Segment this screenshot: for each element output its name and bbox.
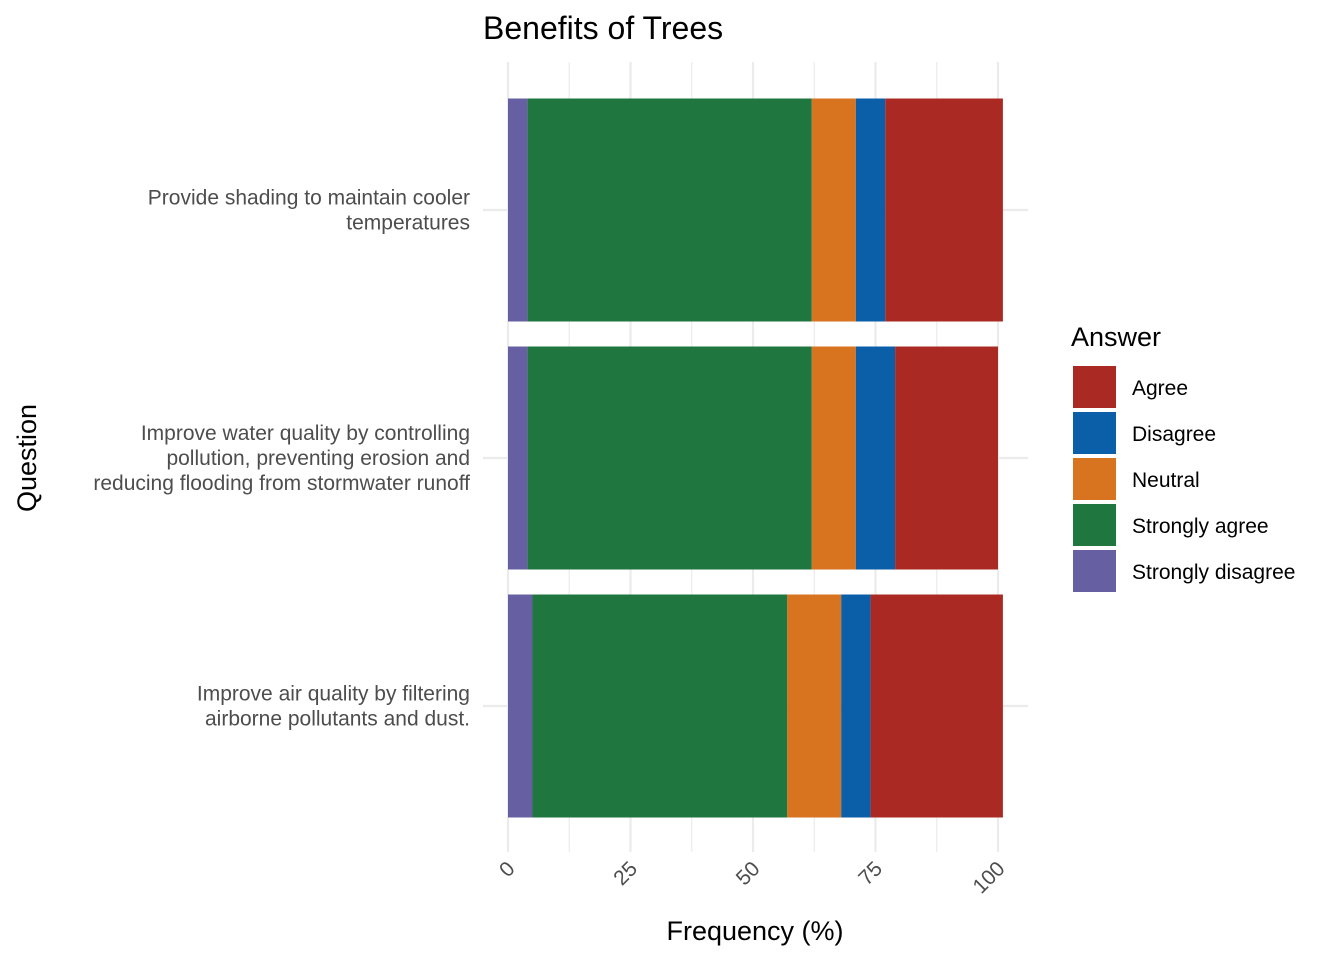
legend-label-agree: Agree [1132,377,1188,400]
x-tick-label: 100 [968,857,1009,898]
legend: Answer Agree Disagree Neutral Strongly agre… [1071,322,1295,592]
y-tick-label: Improve water quality by controlling poll… [93,422,470,495]
bar-disagree [855,346,896,570]
bar-agree [895,346,998,570]
legend-title: Answer [1071,322,1161,352]
bar-strongly-agree [532,594,788,818]
y-tick-label: Provide shading to maintain cooler temper… [148,187,470,235]
legend-label-strongly-disagree: Strongly disagree [1132,561,1295,584]
bar-neutral [811,346,856,570]
x-tick-label: 50 [732,857,765,890]
legend-label-strongly-agree: Strongly agree [1132,515,1269,538]
legend-key-neutral [1073,458,1116,500]
y-tick-labels: Provide shading to maintain cooler temper… [93,187,470,731]
bar-strongly-agree [527,346,812,570]
legend-key-strongly-disagree [1073,550,1116,592]
bar-disagree [855,98,886,322]
legend-key-disagree [1073,412,1116,454]
legend-key-agree [1073,366,1116,408]
x-tick-labels: 0 25 50 75 100 [495,857,1010,898]
x-tick-label: 75 [854,857,887,890]
bar-strongly-disagree [508,98,528,322]
x-tick-label: 0 [495,857,520,882]
bars [508,98,1003,818]
bar-strongly-disagree [508,346,528,570]
bar-agree [870,594,1003,818]
bar-disagree [841,594,871,818]
legend-key-strongly-agree [1073,504,1116,546]
y-axis-title: Question [12,404,42,512]
bar-neutral [811,98,856,322]
chart-title: Benefits of Trees [483,10,723,46]
legend-label-disagree: Disagree [1132,423,1216,446]
legend-label-neutral: Neutral [1132,469,1200,492]
x-axis-title: Frequency (%) [666,916,843,946]
bar-strongly-disagree [508,594,533,818]
bar-neutral [787,594,842,818]
bar-agree [885,98,1003,322]
y-tick-label: Improve air quality by filtering airborne… [197,683,470,731]
bar-strongly-agree [527,98,812,322]
x-tick-label: 25 [609,857,642,890]
